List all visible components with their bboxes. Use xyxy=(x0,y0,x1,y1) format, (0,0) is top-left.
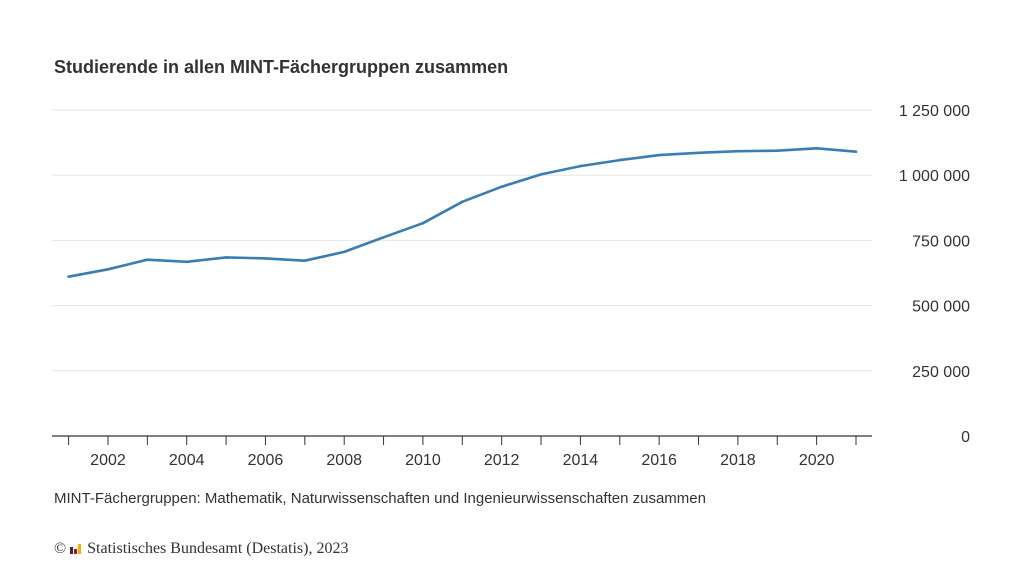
x-tick-label: 2016 xyxy=(641,452,677,469)
data-point xyxy=(736,149,740,153)
y-tick-label: 1 250 000 xyxy=(899,103,970,120)
x-tick-label: 2008 xyxy=(326,452,362,469)
x-tick-label: 2012 xyxy=(484,452,520,469)
data-point xyxy=(303,259,307,263)
chart-title: Studierende in allen MINT-Fächergruppen … xyxy=(54,57,509,77)
data-point xyxy=(539,173,543,176)
x-tick-label: 2004 xyxy=(169,452,205,469)
x-tick-label: 2002 xyxy=(90,452,126,469)
copyright-symbol: © xyxy=(54,540,67,557)
chart-note: MINT-Fächergruppen: Mathematik, Naturwis… xyxy=(54,490,706,507)
data-point xyxy=(461,200,464,204)
source-line: © Statistisches Bundesamt (Destatis), 20… xyxy=(54,540,348,558)
data-point xyxy=(421,221,425,225)
x-tick-label: 2006 xyxy=(248,452,284,469)
data-point xyxy=(697,151,700,155)
data-point xyxy=(342,250,346,254)
data-point xyxy=(854,150,858,154)
data-point xyxy=(146,258,149,261)
y-tick-label: 250 000 xyxy=(912,364,970,381)
data-point xyxy=(106,268,110,271)
data-point xyxy=(264,257,267,260)
data-point xyxy=(500,185,503,188)
x-tick-label: 2018 xyxy=(720,452,756,469)
data-point xyxy=(224,256,228,259)
data-point xyxy=(67,275,70,278)
x-tick-label: 2014 xyxy=(563,452,599,469)
data-point xyxy=(657,153,661,157)
data-point xyxy=(815,147,818,150)
x-tick-label: 2020 xyxy=(799,452,835,469)
source-text: Statistisches Bundesamt (Destatis), 2023 xyxy=(87,540,349,557)
y-tick-label: 500 000 xyxy=(912,299,970,316)
y-tick-label: 1 000 000 xyxy=(899,168,970,185)
destatis-logo-icon xyxy=(70,544,82,554)
x-tick-label: 2010 xyxy=(405,452,441,469)
y-tick-label: 0 xyxy=(961,429,970,446)
data-point xyxy=(382,235,385,239)
y-tick-label: 750 000 xyxy=(912,233,970,250)
data-point xyxy=(185,260,189,264)
data-line xyxy=(68,147,857,278)
data-point xyxy=(775,149,779,152)
data-point xyxy=(579,164,582,168)
data-point xyxy=(618,158,622,162)
